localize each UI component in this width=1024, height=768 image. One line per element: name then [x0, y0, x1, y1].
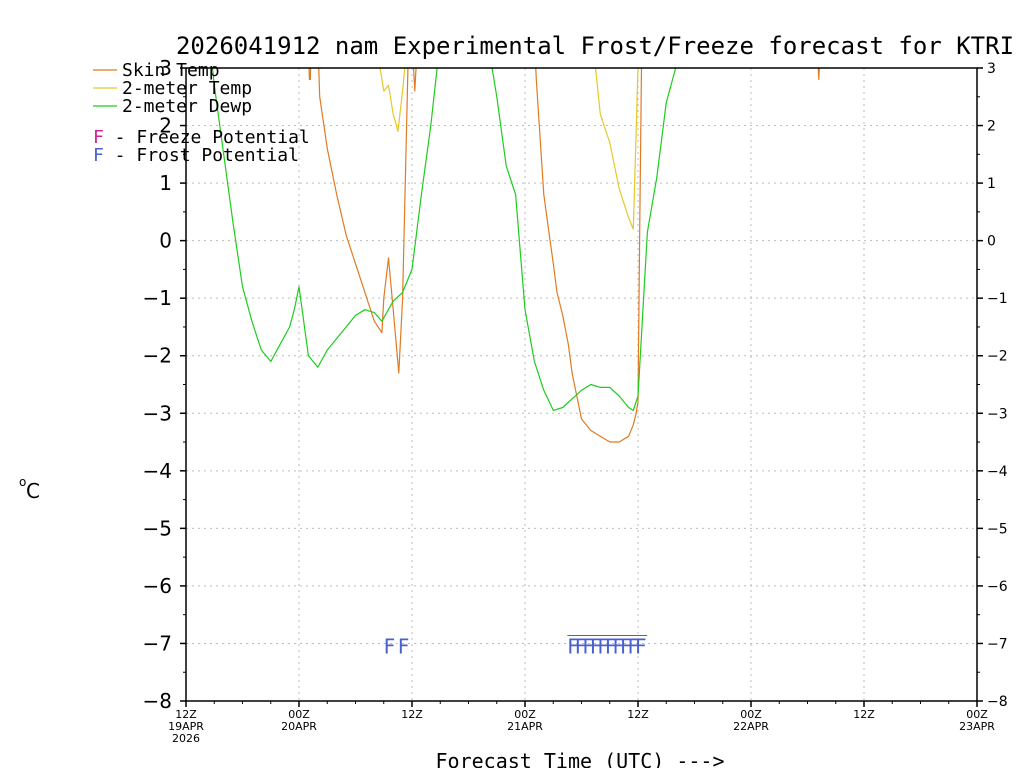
- y-tick-label-right: 0: [987, 234, 996, 250]
- x-tick-date: 19APR: [168, 720, 204, 733]
- grid-lines: [186, 68, 977, 701]
- frost-flag: F: [590, 634, 602, 658]
- x-tick-label: 12Z: [627, 708, 649, 721]
- y-tick-label-right: −2: [987, 349, 1008, 365]
- frost-flag: F: [620, 634, 632, 658]
- y-axis-label-main: C: [26, 479, 40, 503]
- y-tick-label: −3: [143, 401, 172, 425]
- frost-flag: F: [598, 634, 610, 658]
- chart-title: 2026041912 nam Experimental Frost/Freeze…: [176, 32, 1014, 60]
- x-tick-date: 21APR: [507, 720, 543, 733]
- x-tick-label: 12Z: [401, 708, 423, 721]
- y-tick-label: −4: [143, 459, 172, 483]
- y-tick-label-right: −8: [987, 694, 1008, 710]
- plot-frame: [185, 67, 978, 702]
- frost-flag: F: [605, 634, 617, 658]
- series-line-dewp: [211, 68, 677, 411]
- y-tick-label-right: 2: [987, 119, 996, 135]
- legend-potential-frost: F - Frost Potential: [93, 145, 299, 166]
- y-tick-label: −6: [143, 574, 172, 598]
- series-line-temp: [594, 68, 639, 230]
- y-tick-label: −7: [143, 631, 172, 655]
- legend-potential-label: - Freeze Potential: [104, 127, 310, 148]
- x-tick-date: 22APR: [733, 720, 769, 733]
- x-tick-label: 00Z: [514, 708, 536, 721]
- y-tick-label-right: −6: [987, 579, 1008, 595]
- frost-flag: F: [567, 634, 579, 658]
- legend-label-skin: Skin Temp: [122, 60, 220, 81]
- y-tick-label-right: −7: [987, 636, 1008, 652]
- y-tick-label: 3: [159, 56, 172, 80]
- series-layer: [211, 68, 820, 443]
- x-tick-date: 20APR: [281, 720, 317, 733]
- legend-potential-freeze: F - Freeze Potential: [93, 127, 310, 148]
- frost-flag: F: [613, 634, 625, 658]
- y-tick-label-right: 3: [987, 61, 996, 77]
- legend-label-dewp: 2-meter Dewp: [122, 96, 252, 117]
- y-tick-label: −8: [143, 689, 172, 713]
- frost-flag: F: [398, 634, 410, 658]
- y-axis-label: o C: [19, 475, 40, 503]
- x-tick-date: 23APR: [959, 720, 995, 733]
- series-line-skin: [308, 68, 820, 443]
- series-line-temp: [379, 68, 406, 132]
- frost-flag: F: [628, 634, 640, 658]
- x-tick-year: 2026: [172, 732, 200, 745]
- y-tick-label: −2: [143, 344, 172, 368]
- x-tick-label: 00Z: [966, 708, 988, 721]
- y-axis-ticks: −8 −8 −7 −7 −6 −6 −5 −5 −4 −4 −3 −3 −2 −2 −1 −1 0 0 1 1 2 2 3 3: [143, 56, 1008, 713]
- y-tick-label-right: −5: [987, 521, 1008, 537]
- x-tick-label: 00Z: [740, 708, 762, 721]
- y-tick-label: 1: [159, 171, 172, 195]
- x-tick-label: 12Z: [853, 708, 875, 721]
- legend-label-temp: 2-meter Temp: [122, 78, 252, 99]
- y-tick-label: −5: [143, 516, 172, 540]
- y-tick-label-right: 1: [987, 176, 996, 192]
- y-tick-label-right: −1: [987, 291, 1008, 307]
- x-tick-label: 00Z: [288, 708, 310, 721]
- y-axis-label-sup: o: [19, 475, 26, 489]
- legend-potential-letter: F: [93, 145, 104, 166]
- frost-flag: F: [582, 634, 594, 658]
- y-tick-label-right: −3: [987, 406, 1008, 422]
- legend-potential-letter: F: [93, 127, 104, 148]
- x-tick-label: 12Z: [175, 708, 197, 721]
- y-tick-label: 2: [159, 114, 172, 138]
- frost-flag: F: [635, 634, 647, 658]
- y-tick-label: 0: [159, 229, 172, 253]
- x-axis-label: Forecast Time (UTC) --->: [436, 749, 725, 768]
- y-tick-label-right: −4: [987, 464, 1008, 480]
- frost-flag: F: [575, 634, 587, 658]
- legend-potential-label: - Frost Potential: [104, 145, 299, 166]
- frost-flag: F: [384, 634, 396, 658]
- y-tick-label: −1: [143, 286, 172, 310]
